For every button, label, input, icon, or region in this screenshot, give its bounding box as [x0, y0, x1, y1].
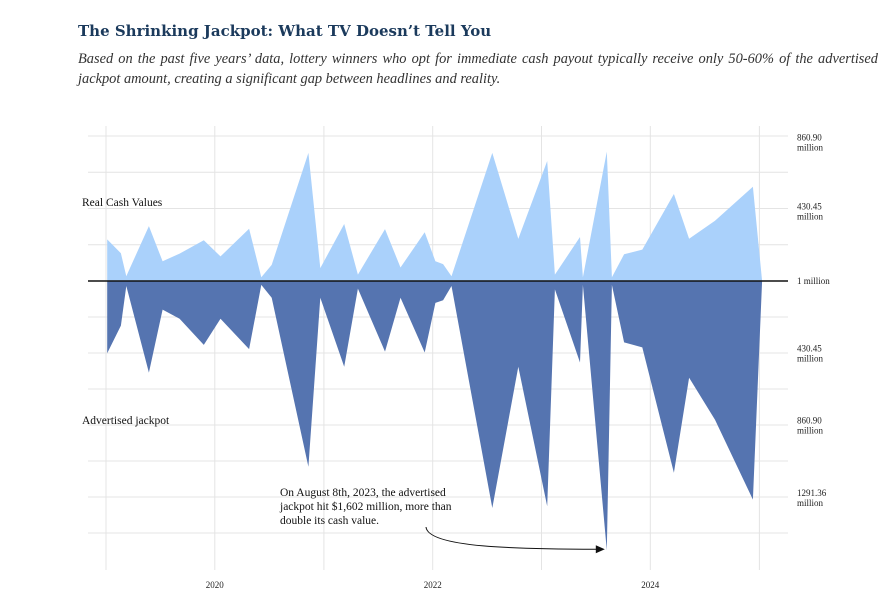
y-tick-label-center: 1 million — [797, 276, 830, 286]
area-layer — [107, 151, 763, 551]
y-tick-unit-bottom: million — [797, 426, 824, 436]
y-tick-label-bottom: 860.90 — [797, 416, 822, 426]
series-label-cash: Real Cash Values — [82, 197, 163, 209]
annotation-line-2: jackpot hit $1,602 million, more than — [279, 500, 452, 513]
annotation-arrow-line — [425, 526, 597, 550]
area-advertised-jackpot — [107, 281, 763, 551]
y-tick-unit-bottom: million — [797, 498, 824, 508]
y-tick-unit-top: million — [797, 212, 824, 222]
chart-title: The Shrinking Jackpot: What TV Doesn’t T… — [78, 22, 492, 40]
y-tick-label-top: 430.45 — [797, 202, 822, 212]
y-tick-label-top: 860.90 — [797, 132, 822, 142]
y-tick-unit-bottom: million — [797, 353, 824, 363]
x-tick-label: 2020 — [206, 580, 225, 590]
area-real-cash-values — [107, 151, 763, 281]
y-tick-label-bottom: 430.45 — [797, 343, 822, 353]
chart-subtitle: Based on the past five years’ data, lott… — [78, 51, 878, 87]
y-tick-unit-top: million — [797, 142, 824, 152]
x-tick-label: 2024 — [641, 580, 660, 590]
y-tick-label-bottom: 1291.36 — [797, 488, 827, 498]
annotation-line-3: double its cash value. — [280, 515, 379, 527]
annotation-arrow-head — [595, 545, 605, 554]
annotation-line-1: On August 8th, 2023, the advertised — [280, 487, 446, 499]
annotation: On August 8th, 2023, the advertised jack… — [279, 487, 605, 554]
series-label-advertised: Advertised jackpot — [82, 415, 170, 427]
tick-layer: 2020 2022 2024860.90million430.45million1 … — [206, 132, 830, 590]
x-tick-label: 2022 — [424, 580, 442, 590]
